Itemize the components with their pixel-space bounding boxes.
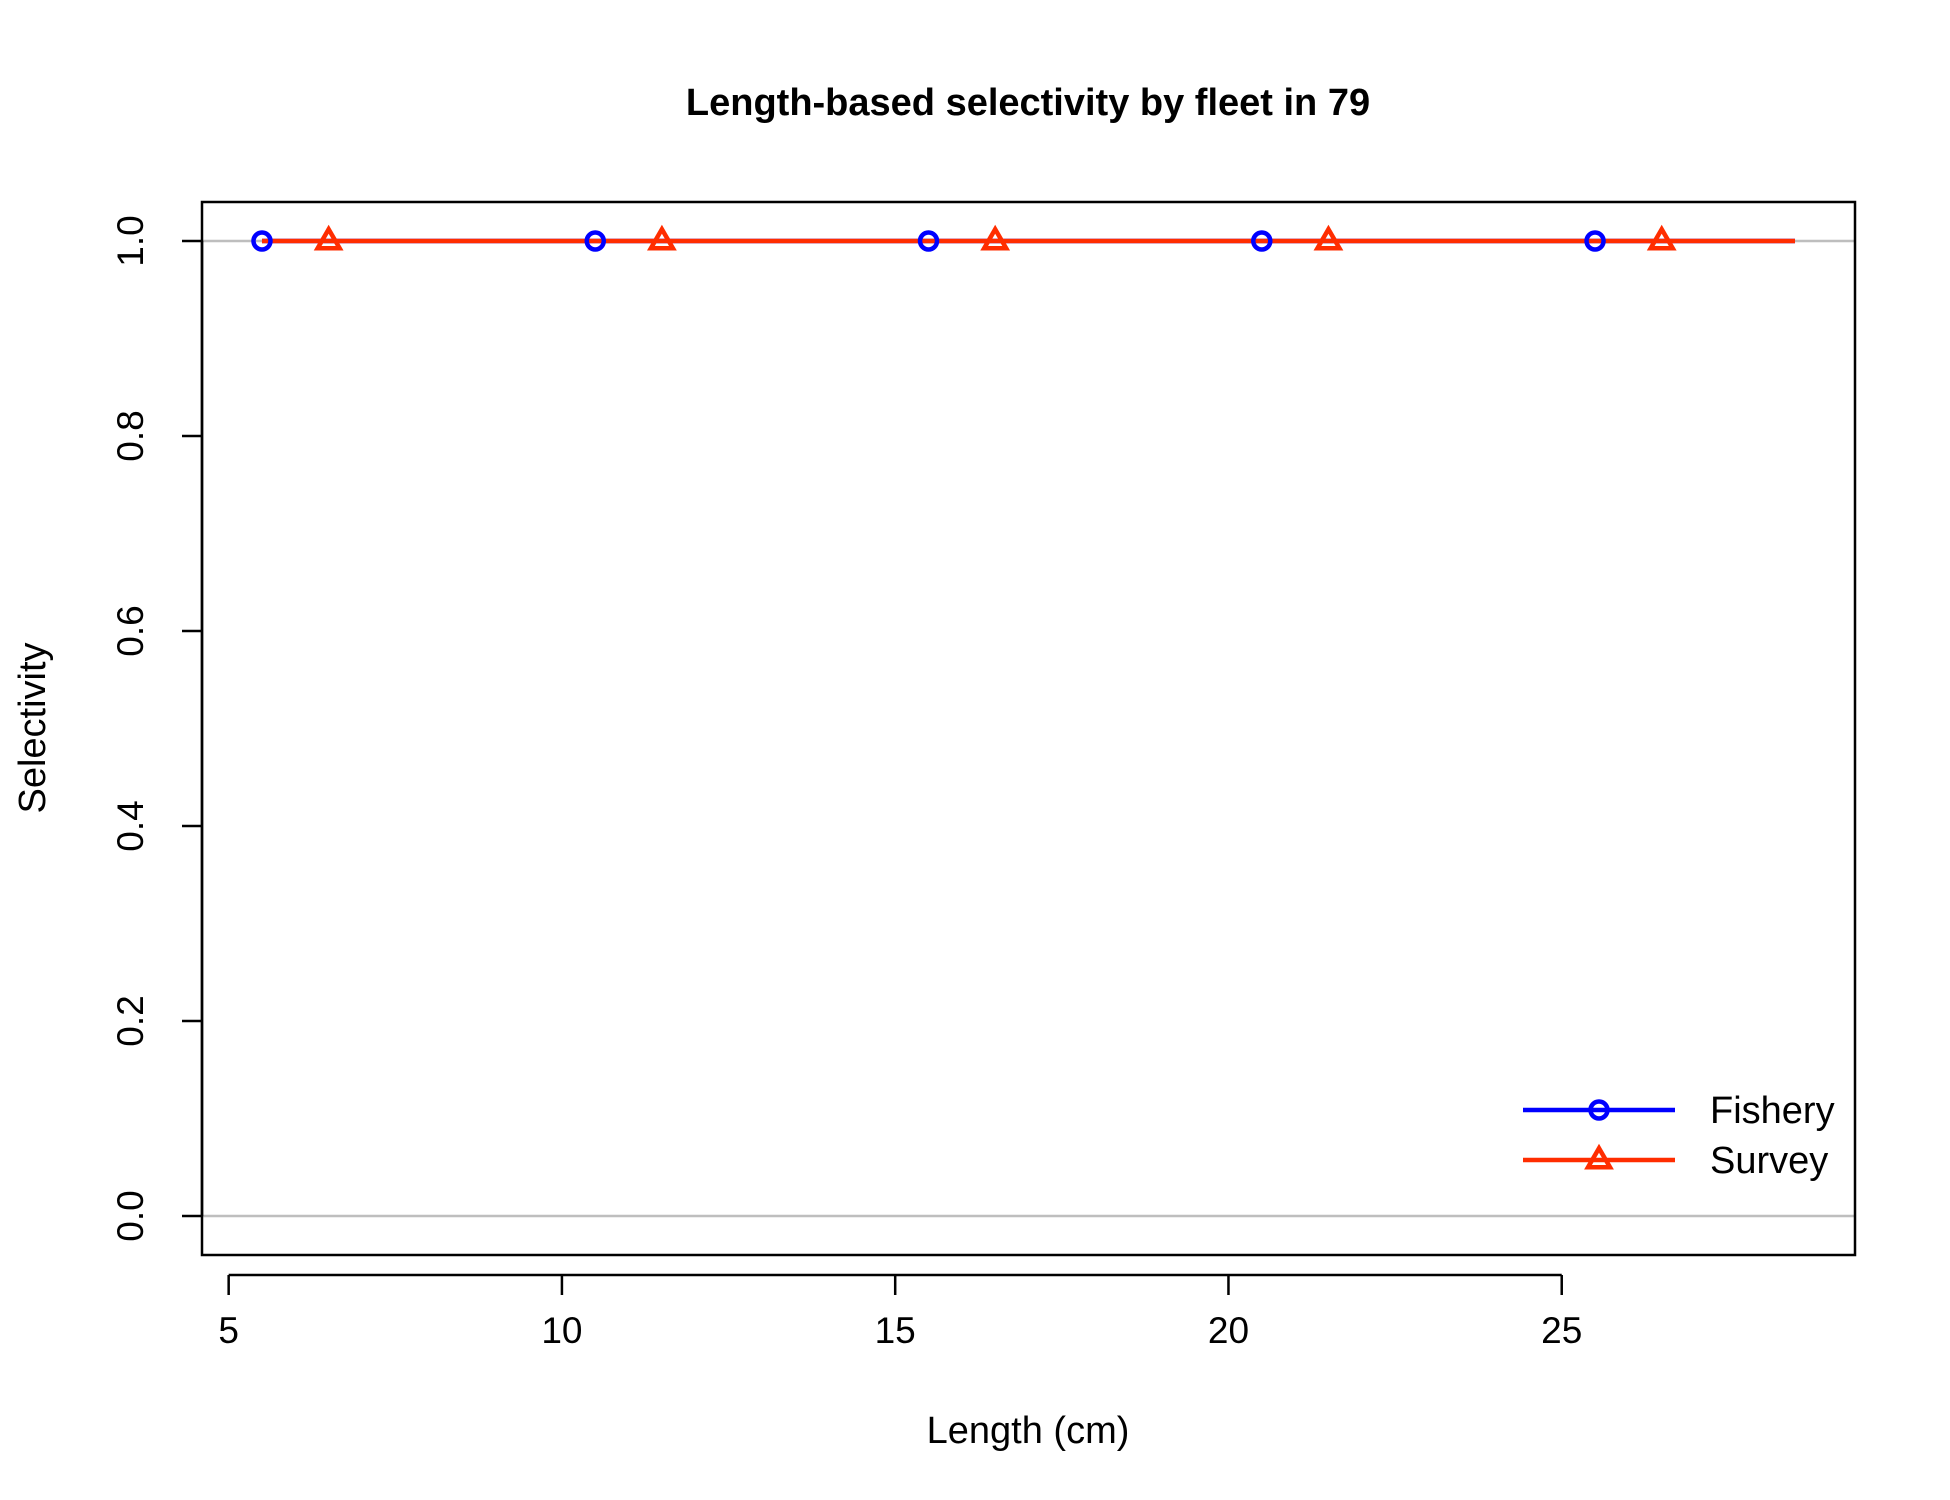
legend-label: Survey [1710,1140,1828,1182]
x-tick-label: 5 [218,1310,239,1351]
survey-point [980,224,1011,251]
x-tick-label: 20 [1208,1310,1249,1351]
legend-circle-marker [1588,1099,1610,1121]
series-markers [251,224,1677,252]
legend-item-fishery: Fishery [1523,1090,1835,1132]
survey-point [1646,224,1677,251]
y-tick-label: 0.6 [110,605,151,656]
survey-point [1313,224,1344,251]
x-tick-label: 25 [1541,1310,1582,1351]
y-axis-label: Selectivity [12,642,54,813]
legend-triangle-marker [1584,1143,1614,1170]
y-tick-label: 0.0 [110,1190,151,1241]
y-tick-label: 1.0 [110,215,151,266]
fishery-point [251,230,273,252]
x-tick-label: 15 [875,1310,916,1351]
legend-item-survey: Survey [1523,1140,1828,1182]
legend: Fishery Survey [1523,1090,1835,1182]
y-tick-label: 0.8 [110,410,151,461]
y-tick-label: 0.4 [110,800,151,851]
x-axis: 5 10 15 20 25 [218,1273,1582,1351]
fishery-point [1584,230,1606,252]
survey-point [647,224,677,251]
fishery-point [584,230,607,252]
survey-point [313,224,344,251]
legend-label: Fishery [1710,1090,1835,1132]
x-tick-label: 10 [541,1310,582,1351]
fishery-point [1251,230,1273,252]
x-axis-label: Length (cm) [927,1410,1130,1452]
y-axis: 0.0 0.2 0.4 0.6 0.8 1.0 [110,215,204,1242]
y-tick-label: 0.2 [110,995,151,1046]
fishery-point [917,230,940,252]
chart-title: Length-based selectivity by fleet in 79 [686,82,1370,124]
